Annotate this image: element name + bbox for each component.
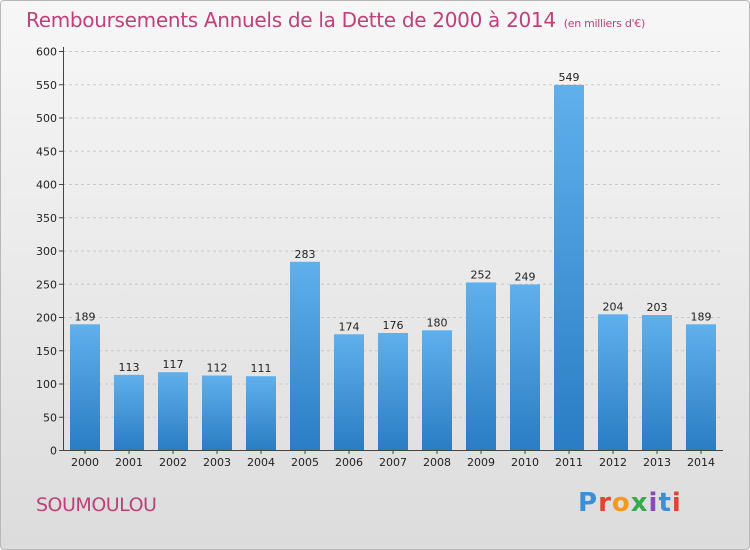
y-tick-label: 600 xyxy=(36,46,57,59)
bar-2014 xyxy=(686,324,716,450)
data-label: 283 xyxy=(295,248,316,261)
data-label: 113 xyxy=(119,361,140,374)
y-tick-label: 150 xyxy=(36,345,57,358)
data-label: 176 xyxy=(383,319,404,332)
bar-2011 xyxy=(554,84,584,450)
data-label: 111 xyxy=(251,362,272,375)
y-tick-label: 450 xyxy=(36,145,57,158)
chart-title-text: Remboursements Annuels de la Dette de 20… xyxy=(26,8,556,32)
x-tick-label: 2009 xyxy=(467,456,495,469)
bar-2007 xyxy=(378,332,408,450)
bar-2009 xyxy=(466,282,496,450)
logo-letter: i xyxy=(671,488,682,518)
data-label: 549 xyxy=(559,71,580,84)
x-tick-label: 2012 xyxy=(599,456,627,469)
logo-letter: x xyxy=(630,488,649,518)
x-tick-label: 2005 xyxy=(291,456,319,469)
y-tick-label: 550 xyxy=(36,79,57,92)
bar-2006 xyxy=(334,334,364,450)
x-tick-label: 2002 xyxy=(159,456,187,469)
bar-2000 xyxy=(70,324,100,450)
bar-2005 xyxy=(290,261,320,450)
data-label: 112 xyxy=(207,362,228,375)
bar-2001 xyxy=(114,374,144,450)
logo-letter: o xyxy=(611,488,631,518)
chart-title: Remboursements Annuels de la Dette de 20… xyxy=(26,8,645,32)
y-tick-label: 300 xyxy=(36,245,57,258)
data-label: 203 xyxy=(647,301,668,314)
bar-2002 xyxy=(158,372,188,450)
x-tick-label: 2004 xyxy=(247,456,275,469)
bar-2010 xyxy=(510,284,540,450)
y-tick-label: 100 xyxy=(36,378,57,391)
y-tick-label: 350 xyxy=(36,212,57,225)
x-tick-label: 2011 xyxy=(555,456,583,469)
x-tick-label: 2000 xyxy=(71,456,99,469)
bar-2013 xyxy=(642,315,672,450)
bar-2008 xyxy=(422,330,452,450)
proxiti-logo: Proxiti xyxy=(578,488,682,518)
data-label: 189 xyxy=(75,310,96,323)
x-tick-label: 2003 xyxy=(203,456,231,469)
data-label: 180 xyxy=(427,316,448,329)
data-label: 252 xyxy=(471,268,492,281)
bar-2012 xyxy=(598,314,628,450)
y-tick-label: 250 xyxy=(36,278,57,291)
x-tick-label: 2007 xyxy=(379,456,407,469)
chart-unit: (en milliers d'€) xyxy=(563,17,645,30)
axes: 0 50 100 150 200 250 300 350 400 450 500 550 600 2000… xyxy=(36,46,723,469)
bars: 189 113 117 112 111 283 174 176 180 252 249 549 204 2… xyxy=(70,71,716,450)
y-tick-label: 200 xyxy=(36,312,57,325)
bar-2004 xyxy=(246,376,276,450)
y-tick-label: 500 xyxy=(36,112,57,125)
x-tick-label: 2014 xyxy=(687,456,715,469)
x-tick-label: 2006 xyxy=(335,456,363,469)
x-tick-label: 2001 xyxy=(115,456,143,469)
data-label: 174 xyxy=(339,320,360,333)
data-label: 189 xyxy=(691,310,712,323)
logo-letter: t xyxy=(658,488,672,518)
x-tick-label: 2010 xyxy=(511,456,539,469)
data-label: 249 xyxy=(515,270,536,283)
x-tick-label: 2008 xyxy=(423,456,451,469)
logo-letter: i xyxy=(648,488,659,518)
y-tick-label: 400 xyxy=(36,179,57,192)
bar-2003 xyxy=(202,375,232,450)
commune-name: SOUMOULOU xyxy=(36,494,157,516)
x-tick-label: 2013 xyxy=(643,456,671,469)
y-tick-label: 50 xyxy=(43,411,57,424)
data-label: 204 xyxy=(603,300,624,313)
logo-letter: P xyxy=(578,488,599,518)
logo-letter: r xyxy=(598,488,612,518)
y-tick-label: 0 xyxy=(50,445,57,458)
data-label: 117 xyxy=(163,358,184,371)
